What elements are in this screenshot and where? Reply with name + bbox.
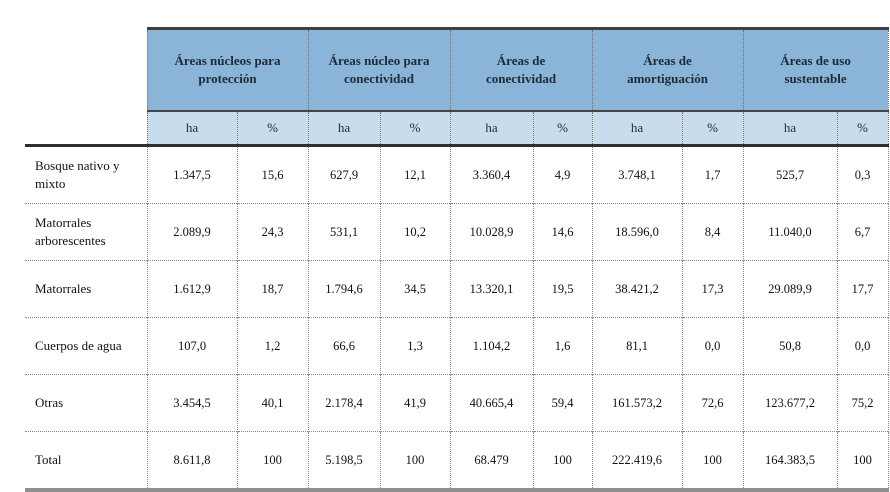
subheader-pct: % (836, 111, 889, 147)
cell: 3.454,5 (146, 374, 237, 432)
cell: 50,8 (742, 317, 838, 375)
cell: 627,9 (307, 145, 381, 204)
subheader-pct: % (236, 111, 309, 147)
cell: 41,9 (379, 374, 451, 432)
subheader-ha: ha (449, 111, 534, 147)
cell: 10,2 (379, 203, 451, 261)
cell: 11.040,0 (742, 203, 838, 261)
cell: 72,6 (681, 374, 744, 432)
cell: 1,2 (236, 317, 309, 375)
cell: 1.347,5 (146, 145, 237, 204)
subheader-ha: ha (591, 111, 683, 147)
cell: 24,3 (236, 203, 309, 261)
cell: 1,6 (532, 317, 593, 375)
cell: 1,3 (379, 317, 451, 375)
cell: 1.104,2 (449, 317, 534, 375)
cell: 81,1 (591, 317, 683, 375)
cell: 4,9 (532, 145, 593, 204)
row-label: Otras (25, 374, 147, 432)
cell: 531,1 (307, 203, 381, 261)
cell: 13.320,1 (449, 260, 534, 318)
group-header-nucleo-conectividad: Áreas núcleo para conectividad (307, 27, 451, 112)
corner-cell (25, 28, 147, 147)
cell: 2.089,9 (146, 203, 237, 261)
subheader-pct: % (681, 111, 744, 147)
subheader-pct: % (532, 111, 593, 147)
group-header-row: Áreas núcleos para protección Áreas núcl… (25, 27, 889, 147)
row-label: Cuerpos de agua (25, 317, 147, 375)
subheader-ha: ha (307, 111, 381, 147)
row-label: Matorrales arborescentes (25, 203, 147, 261)
cell: 15,6 (236, 145, 309, 204)
cell: 34,5 (379, 260, 451, 318)
cell: 0,3 (836, 145, 889, 204)
row-label: Bosque nativo y mixto (25, 145, 147, 204)
group-header-amortiguacion: Áreas de amortiguación (591, 27, 744, 112)
cell: 10.028,9 (449, 203, 534, 261)
area-categories-table: Áreas núcleos para protección Áreas núcl… (25, 27, 889, 492)
cell: 6,7 (836, 203, 889, 261)
cell: 17,3 (681, 260, 744, 318)
cell: 1.794,6 (307, 260, 381, 318)
cell: 14,6 (532, 203, 593, 261)
cell: 1,7 (681, 145, 744, 204)
cell: 18.596,0 (591, 203, 683, 261)
cell: 12,1 (379, 145, 451, 204)
subheader-ha: ha (742, 111, 838, 147)
group-header-uso-sustentable: Áreas de uso sustentable (742, 27, 889, 112)
cell: 123.677,2 (742, 374, 838, 432)
cell: 38.421,2 (591, 260, 683, 318)
cell: 0,0 (681, 317, 744, 375)
cell: 18,7 (236, 260, 309, 318)
cell: 29.089,9 (742, 260, 838, 318)
cell: 8,4 (681, 203, 744, 261)
subheader-pct: % (379, 111, 451, 147)
cell: 66,6 (307, 317, 381, 375)
cell: 0,0 (836, 317, 889, 375)
subheader-ha: ha (146, 111, 237, 147)
group-header-conectividad: Áreas de conectividad (449, 27, 593, 112)
cell: 17,7 (836, 260, 889, 318)
cell: 19,5 (532, 260, 593, 318)
row-label: Matorrales (25, 260, 147, 318)
table-row-bosque-nativo: Bosque nativo y mixto 1.347,5 15,6 627,9… (25, 145, 889, 204)
cell: 107,0 (146, 317, 237, 375)
cell: 2.178,4 (307, 374, 381, 432)
cell: 3.748,1 (591, 145, 683, 204)
subheader-row: ha % ha % ha % ha % ha % (25, 111, 889, 147)
cell: 40,1 (236, 374, 309, 432)
table-row-otras: Otras 3.454,5 40,1 2.178,4 41,9 40.665,4… (25, 374, 889, 432)
cell: 3.360,4 (449, 145, 534, 204)
group-header-nucleos-proteccion: Áreas núcleos para protección (146, 27, 309, 112)
cell: 1.612,9 (146, 260, 237, 318)
table-row-cuerpos-de-agua: Cuerpos de agua 107,0 1,2 66,6 1,3 1.104… (25, 317, 889, 375)
table-row-matorrales: Matorrales 1.612,9 18,7 1.794,6 34,5 13.… (25, 260, 889, 318)
table-row-matorrales-arborescentes: Matorrales arborescentes 2.089,9 24,3 53… (25, 203, 889, 261)
cell: 161.573,2 (591, 374, 683, 432)
cell: 75,2 (836, 374, 889, 432)
cell: 525,7 (742, 145, 838, 204)
cell: 59,4 (532, 374, 593, 432)
cell: 40.665,4 (449, 374, 534, 432)
